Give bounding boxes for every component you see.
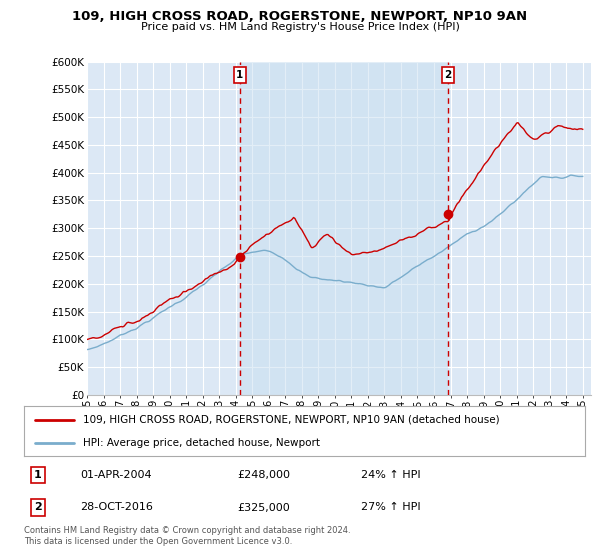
Text: HPI: Average price, detached house, Newport: HPI: Average price, detached house, Newp…: [83, 438, 320, 448]
Text: 27% ↑ HPI: 27% ↑ HPI: [361, 502, 420, 512]
Text: £325,000: £325,000: [237, 502, 290, 512]
Text: 2: 2: [34, 502, 42, 512]
Text: Price paid vs. HM Land Registry's House Price Index (HPI): Price paid vs. HM Land Registry's House …: [140, 22, 460, 32]
Text: £248,000: £248,000: [237, 470, 290, 480]
Text: 24% ↑ HPI: 24% ↑ HPI: [361, 470, 420, 480]
Text: 109, HIGH CROSS ROAD, ROGERSTONE, NEWPORT, NP10 9AN: 109, HIGH CROSS ROAD, ROGERSTONE, NEWPOR…: [73, 10, 527, 23]
Text: Contains HM Land Registry data © Crown copyright and database right 2024.
This d: Contains HM Land Registry data © Crown c…: [24, 526, 350, 546]
Text: 1: 1: [236, 70, 244, 80]
Text: 28-OCT-2016: 28-OCT-2016: [80, 502, 153, 512]
Text: 1: 1: [34, 470, 42, 480]
Text: 2: 2: [444, 70, 451, 80]
Text: 109, HIGH CROSS ROAD, ROGERSTONE, NEWPORT, NP10 9AN (detached house): 109, HIGH CROSS ROAD, ROGERSTONE, NEWPOR…: [83, 414, 500, 424]
Text: 01-APR-2004: 01-APR-2004: [80, 470, 152, 480]
Bar: [240, 62, 448, 395]
